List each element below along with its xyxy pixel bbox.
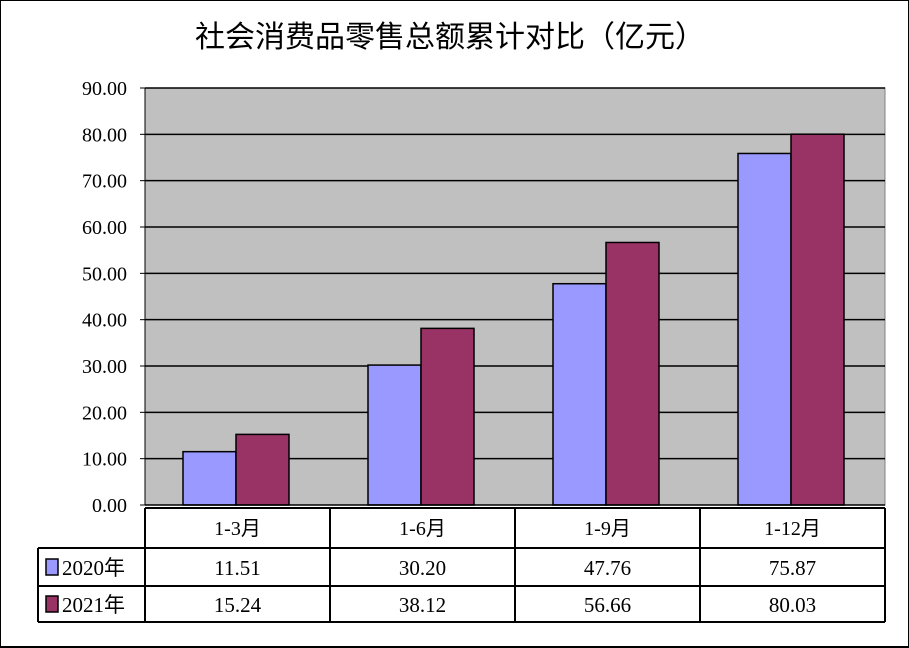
y-tick-label: 90.00 xyxy=(82,78,127,100)
table-value: 38.12 xyxy=(399,593,446,617)
table-value: 56.66 xyxy=(584,593,631,617)
bar-2-2 xyxy=(420,327,475,506)
y-tick-label: 10.00 xyxy=(82,449,127,471)
legend-swatch-2 xyxy=(45,595,59,613)
y-tick-label: 30.00 xyxy=(82,356,127,378)
legend-swatch-1 xyxy=(45,558,59,576)
y-tick-label: 50.00 xyxy=(82,263,127,285)
table-value: 30.20 xyxy=(399,556,446,580)
category-label: 1-12月 xyxy=(764,518,821,540)
table-value: 15.24 xyxy=(214,593,262,617)
legend-label: 2021年 xyxy=(62,593,125,617)
bar-1-2 xyxy=(367,364,422,506)
bar-2-4 xyxy=(790,133,845,506)
bar-2-1 xyxy=(235,433,290,506)
y-tick-label: 60.00 xyxy=(82,217,127,239)
chart-title: 社会消费品零售总额累计对比（亿元） xyxy=(195,21,705,54)
category-label: 1-9月 xyxy=(584,518,631,540)
y-tick-label: 80.00 xyxy=(82,124,127,146)
category-label: 1-6月 xyxy=(399,518,446,540)
y-tick-label: 70.00 xyxy=(82,171,127,193)
bar-2-3 xyxy=(605,241,660,506)
table-value: 47.76 xyxy=(584,556,631,580)
y-tick-label: 20.00 xyxy=(82,402,127,424)
table-value: 11.51 xyxy=(214,556,260,580)
bar-1-1 xyxy=(182,450,237,506)
y-tick-label: 0.00 xyxy=(92,495,127,517)
y-tick-label: 40.00 xyxy=(82,310,127,332)
bar-1-4 xyxy=(737,152,792,506)
bar-1-3 xyxy=(552,282,607,506)
table-value: 75.87 xyxy=(769,556,816,580)
legend-label: 2020年 xyxy=(62,556,125,580)
category-label: 1-3月 xyxy=(214,518,261,540)
table-value: 80.03 xyxy=(769,593,816,617)
